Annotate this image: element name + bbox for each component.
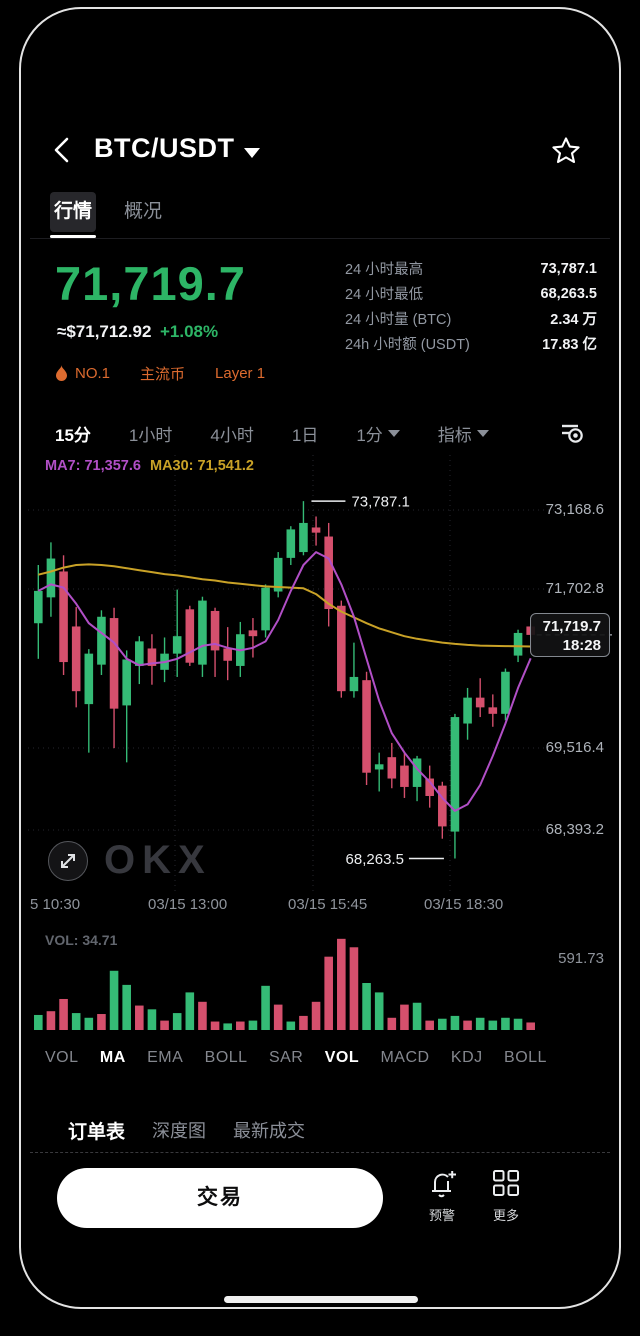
indicator-ma[interactable]: MA <box>99 1049 126 1066</box>
stat-row-turnover-usdt: 24h 小时额 (USDT) 17.83 亿 <box>345 337 597 353</box>
trade-button[interactable]: 交易 <box>57 1168 383 1228</box>
layer-badge[interactable]: Layer 1 <box>215 364 266 382</box>
tab-overview[interactable]: 概况 <box>124 201 163 222</box>
category-badge[interactable]: 主流币 <box>140 365 186 383</box>
token-badges: NO.1 主流币 Layer 1 <box>55 362 265 384</box>
last-price: 71,719.7 <box>55 257 246 310</box>
x-axis-label: 03/15 13:00 <box>148 896 228 913</box>
timeframe-bar: 15分 1小时 4小时 1日 1分 指标 <box>55 418 585 448</box>
x-axis: 5 10:30 03/15 13:00 03/15 15:45 03/15 18… <box>0 896 640 918</box>
volume-panel[interactable]: VOL: 34.71 591.73 <box>0 926 640 1038</box>
fullscreen-button[interactable] <box>48 840 88 881</box>
timeframe-1h[interactable]: 1小时 <box>128 425 173 445</box>
divider <box>30 238 610 239</box>
timeframe-4h[interactable]: 4小时 <box>210 425 254 445</box>
x-axis-label: 03/15 18:30 <box>424 896 504 913</box>
volume-current-label: VOL: 34.71 <box>45 932 118 948</box>
stats-panel: 24 小时最高 73,787.1 24 小时最低 68,263.5 24 小时量… <box>345 256 597 356</box>
x-axis-label: 5 10:30 <box>30 896 81 913</box>
indicator-dropdown[interactable]: 指标 <box>438 421 489 446</box>
pair-caret-down-icon[interactable] <box>244 148 260 158</box>
current-price-value: 71,719.7 <box>542 618 601 635</box>
price-change-percent: +1.08% <box>160 322 219 341</box>
y-axis-label: 69,516.4 <box>545 739 604 756</box>
home-indicator[interactable] <box>224 1296 418 1303</box>
star-icon <box>550 135 582 167</box>
fiat-price: ≈$71,712.92 <box>57 322 152 341</box>
current-price-time: 18:28 <box>562 637 601 654</box>
divider <box>30 1152 610 1153</box>
tab-order-book[interactable]: 订单表 <box>68 1121 126 1143</box>
chart-watermark: OKX <box>48 838 212 883</box>
tab-market[interactable]: 行情 <box>50 192 96 232</box>
stat-row-high: 24 小时最高 73,787.1 <box>345 260 597 279</box>
active-tab-underline <box>50 235 96 238</box>
ma30-label: MA30: 71,541.2 <box>150 458 254 474</box>
indicator-ema[interactable]: EMA <box>147 1049 184 1066</box>
indicator-sar[interactable]: SAR <box>268 1049 304 1066</box>
stat-row-volume-btc: 24 小时量 (BTC) 2.34 万 <box>345 312 597 328</box>
alert-label: 预警 <box>428 1208 455 1223</box>
rank-badge[interactable]: NO.1 <box>55 364 111 382</box>
pair-title[interactable]: BTC/USDT <box>94 133 235 163</box>
expand-arrows-icon <box>57 850 79 872</box>
list-circle-icon <box>555 420 585 446</box>
bell-plus-icon <box>414 1168 470 1202</box>
svg-text:73,787.1: 73,787.1 <box>351 494 409 511</box>
indicator-boll[interactable]: BOLL <box>204 1049 248 1066</box>
chevron-left-icon <box>50 136 76 164</box>
y-axis-label: 71,702.8 <box>545 580 604 597</box>
candles-svg: 73,787.1 68,263.5 <box>28 455 612 895</box>
stat-row-low: 24 小时最低 68,263.5 <box>345 285 597 304</box>
orderbook-tabs: 订单表 深度图 最新成交 <box>68 1112 588 1148</box>
caret-down-icon <box>476 429 489 437</box>
rank-badge-label: NO.1 <box>75 364 111 382</box>
grid-icon <box>478 1168 534 1202</box>
tab-latest-trades[interactable]: 最新成交 <box>233 1121 306 1141</box>
ma7-label: MA7: 71,357.6 <box>45 458 141 474</box>
back-button[interactable] <box>50 136 76 164</box>
alert-button[interactable]: 预警 <box>414 1168 470 1224</box>
indicator-bar: VOL MA EMA BOLL SAR VOL MACD KDJ BOLL <box>45 1042 547 1074</box>
volume-bars-svg <box>34 938 535 1030</box>
candlestick-chart[interactable]: 73,787.1 68,263.5 MA7: 71,357.6 MA30: 71,… <box>0 455 640 895</box>
indicator-macd[interactable]: MACD <box>380 1049 430 1066</box>
current-price-tag: 71,719.7 18:28 <box>530 613 610 657</box>
indicator-boll2[interactable]: BOLL <box>504 1049 547 1066</box>
caret-down-icon <box>387 429 400 437</box>
chart-settings-button[interactable] <box>555 420 585 446</box>
indicator-kdj[interactable]: KDJ <box>450 1049 483 1066</box>
y-axis-label: 68,393.2 <box>545 821 604 838</box>
timeframe-15m[interactable]: 15分 <box>55 425 91 445</box>
timeframe-more-dropdown[interactable]: 1分 <box>356 421 400 446</box>
tab-depth-chart[interactable]: 深度图 <box>152 1121 207 1141</box>
favorite-button[interactable] <box>550 135 582 167</box>
more-button[interactable]: 更多 <box>478 1168 534 1224</box>
timeframe-1d[interactable]: 1日 <box>291 425 319 445</box>
x-axis-label: 03/15 15:45 <box>288 896 368 913</box>
y-axis-label: 73,168.6 <box>545 501 604 518</box>
okx-logo: OKX <box>104 838 212 882</box>
flame-icon <box>55 364 68 382</box>
indicator-vol2[interactable]: VOL <box>324 1049 360 1066</box>
volume-scale-label: 591.73 <box>558 950 604 967</box>
more-label: 更多 <box>492 1208 519 1223</box>
svg-text:68,263.5: 68,263.5 <box>346 851 404 868</box>
indicator-vol[interactable]: VOL <box>45 1049 79 1066</box>
